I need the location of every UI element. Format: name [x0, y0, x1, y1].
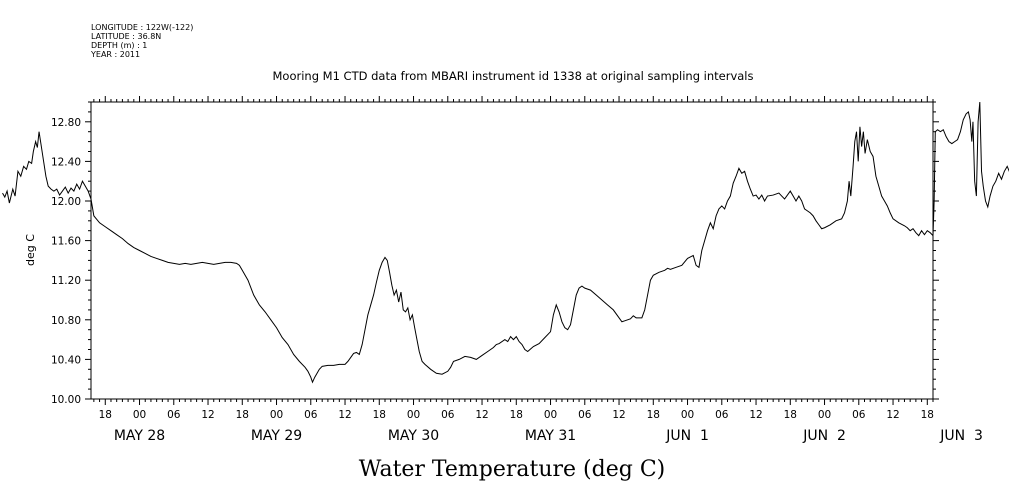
y-tick-label: 11.60 [51, 236, 81, 248]
x-axis-label: Water Temperature (deg C) [359, 457, 666, 482]
x-tick-label: 06 [578, 409, 592, 421]
x-tick-label: 18 [373, 409, 386, 421]
x-tick-label: 00 [818, 409, 831, 421]
y-tick-label: 10.40 [51, 354, 81, 366]
minor-ticks [85, 96, 939, 405]
y-tick-label: 11.20 [51, 275, 81, 287]
day-label: MAY 31 [525, 428, 576, 444]
x-tick-label: 12 [338, 409, 351, 421]
meta-depth: DEPTH (m) : 1 [91, 41, 147, 50]
y-tick-label: 10.80 [51, 315, 81, 327]
x-tick-label: 18 [647, 409, 660, 421]
day-label: JUN 2 [802, 428, 846, 444]
x-tick-label: 06 [852, 409, 866, 421]
x-axis: 18 00 06 12 18 00 06 12 18 00 06 12 18 00 06 12 18 00 06 12… [99, 409, 934, 421]
temperature-series-line [2, 101, 1009, 384]
y-tick-label: 12.80 [51, 117, 81, 129]
y-tick-label: 12.00 [51, 196, 81, 208]
x-tick-label: 06 [441, 409, 455, 421]
x-tick-label: 18 [236, 409, 249, 421]
x-tick-label: 18 [921, 409, 934, 421]
x-tick-label: 06 [304, 409, 318, 421]
chart-title: Mooring M1 CTD data from MBARI instrumen… [273, 69, 754, 83]
x-tick-label: 00 [544, 409, 557, 421]
x-tick-label: 00 [681, 409, 694, 421]
day-label: MAY 28 [114, 428, 165, 444]
x-tick-label: 12 [475, 409, 488, 421]
x-tick-label: 12 [749, 409, 762, 421]
y-tick-label: 12.40 [51, 156, 81, 168]
meta-year: YEAR : 2011 [90, 50, 140, 59]
plot-frame [90, 101, 934, 400]
metadata-block: LONGITUDE : 122W(-122) LATITUDE : 36.8N … [90, 23, 193, 59]
x-tick-label: 18 [784, 409, 797, 421]
x-tick-label: 12 [612, 409, 625, 421]
x-tick-label: 06 [167, 409, 181, 421]
x-tick-label: 12 [201, 409, 214, 421]
day-label: MAY 29 [251, 428, 302, 444]
day-labels: MAY 28 MAY 29 MAY 30 MAY 31 JUN 1 JUN 2 JUN 3 [114, 428, 983, 444]
x-tick-label: 18 [99, 409, 112, 421]
x-tick-label: 06 [715, 409, 729, 421]
y-tick-label: 10.00 [51, 394, 81, 406]
day-label: MAY 30 [388, 428, 439, 444]
x-tick-label: 00 [407, 409, 420, 421]
meta-longitude: LONGITUDE : 122W(-122) [91, 23, 193, 32]
x-tick-label: 12 [886, 409, 899, 421]
y-axis: 10.00 10.40 10.80 11.20 11.60 12.00 12.40 12.80 [51, 117, 81, 406]
y-axis-label: deg C [24, 234, 37, 266]
meta-latitude: LATITUDE : 36.8N [91, 32, 161, 41]
x-tick-label: 00 [270, 409, 283, 421]
day-label: JUN 1 [665, 428, 709, 444]
day-label: JUN 3 [939, 428, 983, 444]
x-tick-label: 18 [510, 409, 523, 421]
x-tick-label: 00 [133, 409, 146, 421]
